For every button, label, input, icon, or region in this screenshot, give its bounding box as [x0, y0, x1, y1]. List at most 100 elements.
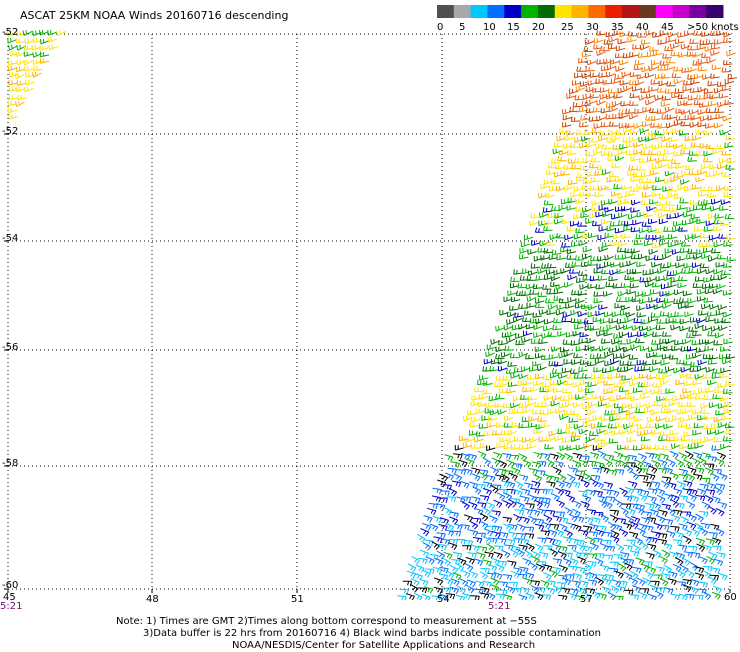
wind-barb — [596, 115, 606, 122]
wind-barb — [641, 291, 651, 297]
wind-barb — [653, 254, 664, 261]
wind-barb — [663, 178, 674, 184]
wind-barb — [586, 338, 596, 344]
wind-barb — [624, 122, 635, 129]
wind-barb — [640, 365, 651, 372]
wind-barb — [670, 593, 681, 600]
wind-barb — [648, 249, 659, 255]
wind-barb — [671, 226, 682, 233]
wind-barb — [563, 282, 574, 288]
wind-barb — [479, 512, 489, 522]
wind-barb — [604, 454, 615, 462]
wind-barb — [605, 31, 616, 38]
wind-barb — [583, 319, 594, 325]
wind-barb — [705, 387, 715, 394]
wind-barb — [659, 578, 669, 587]
wind-barb — [417, 587, 428, 594]
wind-barb — [681, 241, 691, 247]
wind-barb — [666, 57, 676, 64]
wind-barb — [650, 312, 660, 318]
wind-barb — [436, 550, 446, 560]
wind-barb — [461, 592, 472, 600]
wind-barb — [634, 108, 644, 115]
wind-barb — [520, 241, 531, 248]
wind-barb — [704, 436, 714, 443]
wind-barb — [710, 567, 721, 575]
wind-barb — [619, 459, 628, 469]
wind-barb — [477, 379, 487, 386]
wind-barb — [591, 200, 601, 206]
wind-barb — [582, 495, 592, 503]
wind-barb — [546, 169, 556, 175]
wind-barb — [572, 101, 583, 108]
wind-barb — [525, 572, 535, 580]
wind-barb — [719, 353, 729, 360]
wind-barb — [668, 354, 679, 360]
wind-barb — [714, 486, 723, 496]
wind-barb — [520, 488, 531, 496]
wind-barb — [634, 59, 645, 66]
wind-barb — [663, 298, 674, 304]
wind-barb — [670, 43, 680, 50]
wind-barb — [718, 472, 728, 481]
wind-barb — [15, 38, 26, 44]
wind-barb — [614, 227, 625, 234]
wind-barb — [630, 344, 640, 350]
wind-barb — [647, 495, 657, 503]
wind-barb — [722, 388, 733, 394]
wind-barb — [657, 65, 667, 71]
wind-barb — [638, 373, 649, 379]
wind-barb — [611, 430, 621, 436]
wind-barb — [455, 562, 465, 572]
wind-barb — [646, 473, 656, 481]
wind-barb — [572, 572, 583, 581]
wind-barb — [553, 141, 564, 148]
wind-barb — [519, 253, 529, 260]
wind-barb — [600, 564, 610, 572]
wind-barb — [647, 593, 658, 600]
wind-barb — [484, 402, 495, 408]
wind-barb — [610, 358, 620, 365]
wind-barb — [644, 524, 654, 532]
wind-barb — [680, 149, 690, 155]
wind-barb — [561, 577, 572, 586]
wind-barb — [519, 538, 530, 546]
wind-barb — [552, 558, 563, 565]
wind-barb — [624, 486, 635, 495]
wind-barb — [686, 500, 696, 510]
wind-barb — [648, 86, 658, 92]
wind-barb — [570, 142, 580, 149]
wind-barb — [562, 480, 572, 489]
wind-barb — [590, 474, 601, 482]
wind-barb — [557, 473, 567, 483]
wind-barb — [629, 51, 639, 58]
wind-barb — [629, 594, 640, 600]
wind-barb — [494, 545, 504, 552]
wind-barb — [479, 375, 489, 381]
wind-barb — [690, 528, 700, 537]
wind-barb — [579, 284, 589, 290]
wind-barb — [562, 114, 573, 121]
wind-barb — [611, 458, 622, 467]
wind-barb — [680, 109, 690, 115]
wind-barb — [638, 467, 649, 475]
wind-barb — [556, 499, 565, 508]
wind-barb — [707, 115, 717, 121]
wind-barb — [680, 367, 691, 373]
legend-swatch — [706, 5, 724, 18]
wind-barb — [688, 267, 698, 273]
wind-barb — [709, 93, 719, 100]
wind-barb — [678, 452, 688, 461]
wind-barb — [541, 594, 552, 600]
wind-barb — [509, 352, 520, 359]
wind-barb — [464, 563, 474, 572]
wind-barb — [721, 317, 731, 324]
wind-barb — [682, 584, 692, 593]
wind-barb — [603, 330, 613, 337]
wind-barb — [600, 416, 610, 422]
wind-barb — [581, 233, 591, 239]
wind-barb — [479, 442, 489, 449]
wind-barb — [508, 498, 517, 508]
wind-barb — [716, 163, 727, 170]
wind-barb — [712, 288, 723, 295]
